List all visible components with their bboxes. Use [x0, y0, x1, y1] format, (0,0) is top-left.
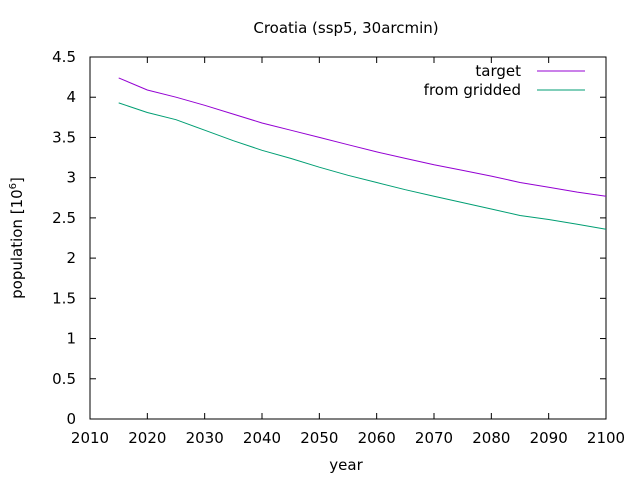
- series-line-target: [118, 77, 607, 197]
- y-tick-label: 3.5: [52, 128, 76, 146]
- y-tick-label: 3: [66, 169, 76, 187]
- series-layer: [118, 77, 607, 230]
- series-line-from-gridded: [118, 102, 607, 230]
- chart-title: Croatia (ssp5, 30arcmin): [253, 19, 438, 37]
- x-tick-label: 2040: [243, 429, 281, 447]
- legend-label-from-gridded: from gridded: [424, 81, 521, 99]
- plot-border: [89, 56, 607, 420]
- y-tick-label: 2.5: [52, 209, 76, 227]
- x-tick-label: 2050: [300, 429, 338, 447]
- x-tick-label: 2020: [128, 429, 166, 447]
- y-tick-label: 4.5: [52, 48, 76, 66]
- y-axis-label-exponent: 6: [8, 183, 19, 189]
- x-tick-label: 2100: [587, 429, 625, 447]
- y-tick-label: 1.5: [52, 289, 76, 307]
- x-tick-label: 2090: [530, 429, 568, 447]
- x-axis-label: year: [329, 456, 363, 474]
- x-tick-label: 2080: [472, 429, 510, 447]
- y-axis-label: population [106]: [8, 177, 26, 299]
- y-tick-label: 0.5: [52, 370, 76, 388]
- x-tick-label: 2010: [71, 429, 109, 447]
- y-tick-label: 0: [66, 410, 76, 428]
- legend-label-target: target: [475, 62, 521, 80]
- y-tick-label: 1: [66, 330, 76, 348]
- y-axis-label-close: ]: [8, 177, 26, 183]
- x-tick-label: 2070: [415, 429, 453, 447]
- axes: 2010 2020 2030 2040 2050 2060 2070 2080 2090 2100…: [52, 48, 625, 447]
- x-tick-label: 2030: [186, 429, 224, 447]
- y-tick-label: 2: [66, 249, 76, 267]
- y-axis-label-text: population [10: [8, 189, 26, 299]
- x-tick-label: 2060: [358, 429, 396, 447]
- y-tick-label: 4: [66, 88, 76, 106]
- svg-text:population [106]: population [106]: [8, 177, 26, 299]
